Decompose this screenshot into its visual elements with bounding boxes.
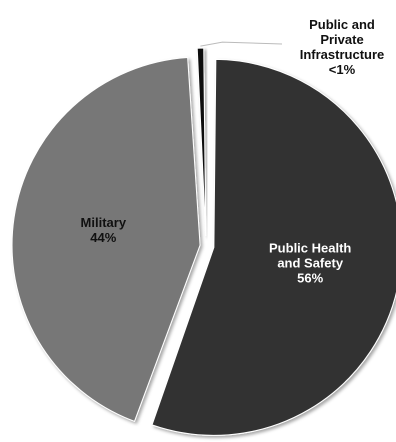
slice-label-line-public-health-and-safety: and Safety [277, 256, 344, 271]
leader-line-public-and-private-infrastructure [200, 41, 283, 47]
slice-value-public-health-and-safety: 56% [297, 271, 323, 286]
pie-slices [11, 47, 396, 436]
slice-value-military: 44% [90, 230, 116, 245]
slice-label-line-military: Military [81, 215, 127, 230]
slice-label-line-public-and-private-infrastructure: Infrastructure [300, 47, 385, 62]
slice-label-line-public-and-private-infrastructure: Private [320, 32, 363, 47]
slice-label-line-public-and-private-infrastructure: Public and [309, 17, 375, 32]
slice-value-public-and-private-infrastructure: <1% [329, 62, 356, 77]
pie-slice-public-health-and-safety [151, 58, 396, 436]
pie-slice-military [11, 57, 201, 422]
pie-slice-public-and-private-infrastructure [196, 47, 207, 237]
slice-label-line-public-health-and-safety: Public Health [269, 241, 351, 256]
